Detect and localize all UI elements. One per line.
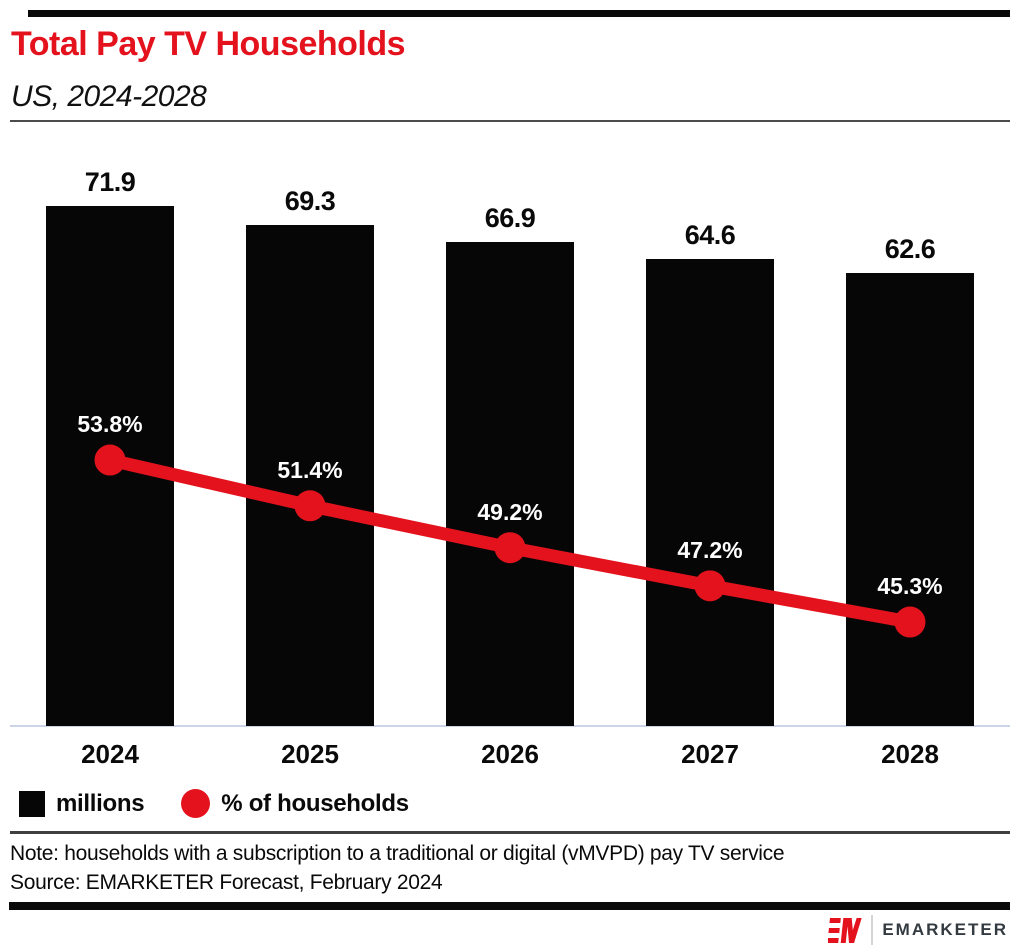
x-axis-label-2028: 2028	[881, 739, 939, 769]
line-value-label-2027: 47.2%	[677, 536, 743, 563]
top-accent-bar	[28, 10, 1010, 17]
line-marker-2028	[894, 606, 926, 638]
line-value-label-2025: 51.4%	[277, 456, 343, 483]
legend-circle-swatch-icon	[181, 789, 211, 818]
line-marker-2024	[94, 444, 126, 476]
bar-2026	[446, 241, 574, 726]
chart-source: Source: EMARKETER Forecast, February 202…	[10, 871, 443, 894]
x-axis-label-2026: 2026	[481, 739, 539, 769]
chart-title: Total Pay TV Households	[11, 25, 406, 63]
line-value-label-2028: 45.3%	[877, 573, 943, 600]
x-axis-label-2027: 2027	[681, 739, 739, 769]
bar-2028	[846, 273, 974, 726]
x-axis-label-2025: 2025	[281, 739, 339, 769]
bar-value-label-2027: 64.6	[684, 219, 736, 250]
legend-item-millions: millions	[19, 789, 145, 818]
bottom-accent-bar	[9, 902, 1010, 910]
legend-label: millions	[56, 789, 145, 817]
legend-label: % of households	[221, 789, 409, 817]
bar-value-label-2028: 62.6	[884, 234, 936, 265]
bar-value-label-2025: 69.3	[284, 185, 336, 216]
header-divider	[10, 120, 1010, 122]
bar-2027	[646, 258, 774, 726]
emarketer-logo-text: EMARKETER	[882, 920, 1008, 939]
line-value-label-2024: 53.8%	[77, 411, 143, 438]
emarketer-logo-icon	[828, 917, 862, 943]
line-value-label-2026: 49.2%	[477, 498, 543, 525]
legend-item-pct-households: % of households	[181, 789, 409, 818]
line-marker-2026	[494, 532, 526, 564]
footer-divider	[10, 831, 1010, 834]
line-marker-2025	[294, 490, 326, 522]
logo-divider	[871, 915, 874, 945]
legend-square-swatch-icon	[19, 790, 45, 817]
bar-2025	[246, 224, 374, 726]
chart-subtitle: US, 2024-2028	[11, 80, 207, 113]
emarketer-logo: EMARKETER	[828, 914, 1008, 946]
x-axis-line	[10, 725, 1010, 727]
bar-value-label-2026: 66.9	[484, 202, 536, 233]
chart-legend: millions % of households	[19, 789, 409, 818]
chart-note: Note: households with a subscription to …	[10, 842, 785, 865]
line-marker-2027	[694, 570, 726, 602]
x-axis-label-2024: 2024	[81, 739, 139, 769]
bar-value-label-2024: 71.9	[84, 166, 136, 197]
